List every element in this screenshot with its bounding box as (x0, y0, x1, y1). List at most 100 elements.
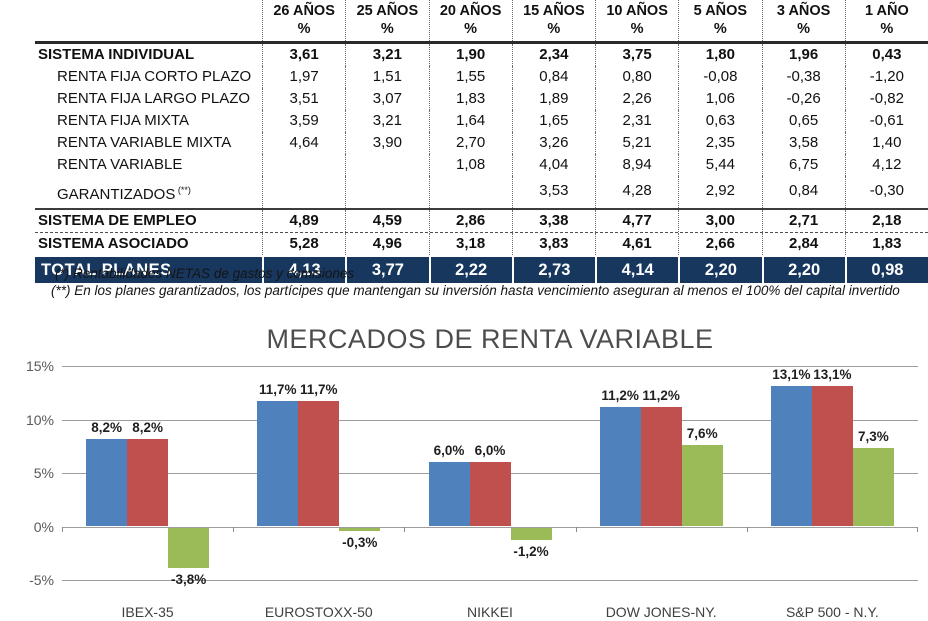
row-label: RENTA FIJA MIXTA (57, 112, 189, 129)
value-cell: 1,65 (511, 110, 595, 132)
value-cell: 4,12 (844, 154, 928, 176)
table-row: RENTA VARIABLE MIXTA 4,64 3,90 2,70 3,26 5,21… (35, 132, 928, 154)
bar-serie-roja-nikkei (469, 462, 511, 527)
bar-serie-roja-ibex-35 (127, 438, 169, 527)
row-label: RENTA FIJA CORTO PLAZO (57, 68, 252, 85)
value-cell: 5,28 (262, 233, 345, 255)
value-cell (262, 176, 345, 208)
value-cell: -0,38 (761, 66, 845, 88)
bar-serie-azul-dow-jones-ny- (599, 406, 641, 527)
footnote-net-returns: (*) Rentabilidades NETAS de gastos y com… (55, 266, 355, 281)
value-cell: 3,53 (511, 176, 595, 208)
bar-value-label: 11,2% (601, 387, 639, 403)
value-cell: 2,34 (511, 44, 595, 66)
column-header-unit: % (880, 21, 894, 37)
bar-value-label: -3,8% (170, 572, 207, 588)
value-cell: 2,35 (678, 132, 761, 154)
value-cell: 3,90 (345, 132, 428, 154)
zero-axis-tick (233, 526, 235, 532)
value-cell: 3,75 (595, 44, 678, 66)
bar-serie-verde-eurostoxx-50 (339, 527, 381, 531)
table-row: RENTA FIJA MIXTA 3,59 3,21 1,64 1,65 2,31 0,63… (35, 110, 928, 132)
value-cell: 1,55 (428, 66, 512, 88)
row-label: RENTA VARIABLE MIXTA (57, 134, 232, 151)
value-cell: 2,31 (595, 110, 678, 132)
value-cell: 3,07 (345, 88, 428, 110)
row-label: SISTEMA DE EMPLEO (38, 212, 197, 229)
value-cell: 0,80 (595, 66, 678, 88)
value-cell: 3,58 (761, 132, 845, 154)
value-cell: 1,97 (262, 66, 345, 88)
value-cell: 5,44 (678, 154, 761, 176)
table-footnotes: (*) Rentabilidades NETAS de gastos y com… (51, 265, 915, 299)
zero-axis-tick (917, 526, 918, 532)
column-header-years: 26 AÑOS (273, 3, 335, 19)
bar-serie-roja-s-p-500-n-y- (811, 386, 853, 527)
zero-axis-tick (746, 526, 748, 532)
bar-serie-verde-ibex-35 (168, 527, 210, 569)
bar-value-label: 8,2% (91, 419, 122, 435)
column-header-years: 20 AÑOS (439, 3, 502, 19)
category-label-nikkei: NIKKEI (467, 604, 513, 620)
value-cell: 4,77 (595, 210, 678, 232)
value-cell: 1,89 (511, 88, 595, 110)
value-cell: 8,94 (595, 154, 678, 176)
bar-serie-verde-s-p-500-n-y- (852, 448, 894, 527)
value-cell: 1,96 (761, 44, 845, 66)
bar-serie-verde-dow-jones-ny- (681, 445, 723, 527)
value-cell: 3,18 (428, 233, 512, 255)
y-axis-label--5%: -5% (29, 572, 54, 588)
value-cell: 2,20 (678, 257, 762, 283)
value-cell: 0,84 (511, 66, 595, 88)
column-header-years: 10 AÑOS (606, 3, 668, 19)
column-header-3-años: 3 AÑOS% (761, 0, 845, 41)
value-cell: 6,75 (761, 154, 845, 176)
value-cell: 3,83 (511, 233, 595, 255)
value-cell: 1,83 (428, 88, 512, 110)
column-header-unit: % (464, 21, 478, 37)
equity-markets-bar-chart: MERCADOS DE RENTA VARIABLE 8,2% 8,2% -3,8%… (0, 316, 928, 621)
y-axis-label-10%: 10% (25, 411, 54, 428)
value-cell: 2,18 (844, 210, 928, 232)
bar-value-label: 7,6% (686, 426, 718, 442)
category-label-s-p-500-n-y-: S&P 500 - N.Y. (785, 604, 879, 620)
column-header-unit: % (547, 21, 561, 37)
value-cell: 3,61 (262, 44, 345, 66)
column-header-unit: % (797, 21, 811, 37)
value-cell: 0,84 (761, 176, 845, 208)
value-cell: 2,22 (428, 257, 512, 283)
value-cell: 1,51 (345, 66, 428, 88)
value-cell: 0,98 (844, 257, 928, 283)
value-cell (345, 176, 428, 208)
column-header-unit: % (630, 21, 644, 37)
table-body: SISTEMA INDIVIDUAL 3,61 3,21 1,90 2,34 3,75 1,… (35, 44, 928, 283)
table-row: RENTA FIJA LARGO PLAZO 3,51 3,07 1,83 1,89 2,… (35, 88, 928, 110)
value-cell: 3,38 (511, 210, 595, 232)
column-header-years: 25 AÑOS (356, 3, 419, 19)
value-cell (428, 176, 512, 208)
column-header-unit: % (297, 21, 311, 37)
zero-axis-tick (404, 526, 406, 532)
value-cell: 4,59 (345, 210, 428, 232)
column-header-26-años: 26 AÑOS% (262, 0, 345, 41)
value-cell: 0,65 (761, 110, 845, 132)
value-cell: 5,21 (595, 132, 678, 154)
value-cell: 0,43 (844, 44, 928, 66)
table-row: SISTEMA ASOCIADO 5,28 4,96 3,18 3,83 4,61 2,66… (35, 232, 928, 255)
bar-value-label: 11,2% (642, 387, 680, 403)
value-cell: 4,14 (595, 257, 679, 283)
value-cell: 3,51 (262, 88, 345, 110)
value-cell: -1,20 (844, 66, 928, 88)
bar-value-label: -0,3% (342, 534, 378, 550)
column-header-15-años: 15 AÑOS% (511, 0, 595, 41)
value-cell: 1,90 (428, 44, 512, 66)
y-axis-label-5%: 5% (33, 465, 54, 481)
y-axis-label-15%: 15% (25, 358, 54, 374)
row-label: SISTEMA INDIVIDUAL (38, 46, 195, 63)
table-row: TOTAL PLANES 4,13 3,77 2,22 2,73 4,14 2,20 2,20… (35, 257, 928, 283)
bar-serie-verde-nikkei (510, 527, 552, 541)
bar-serie-azul-nikkei (428, 462, 470, 527)
value-cell: 2,66 (678, 233, 761, 255)
value-cell: 2,20 (761, 257, 845, 283)
